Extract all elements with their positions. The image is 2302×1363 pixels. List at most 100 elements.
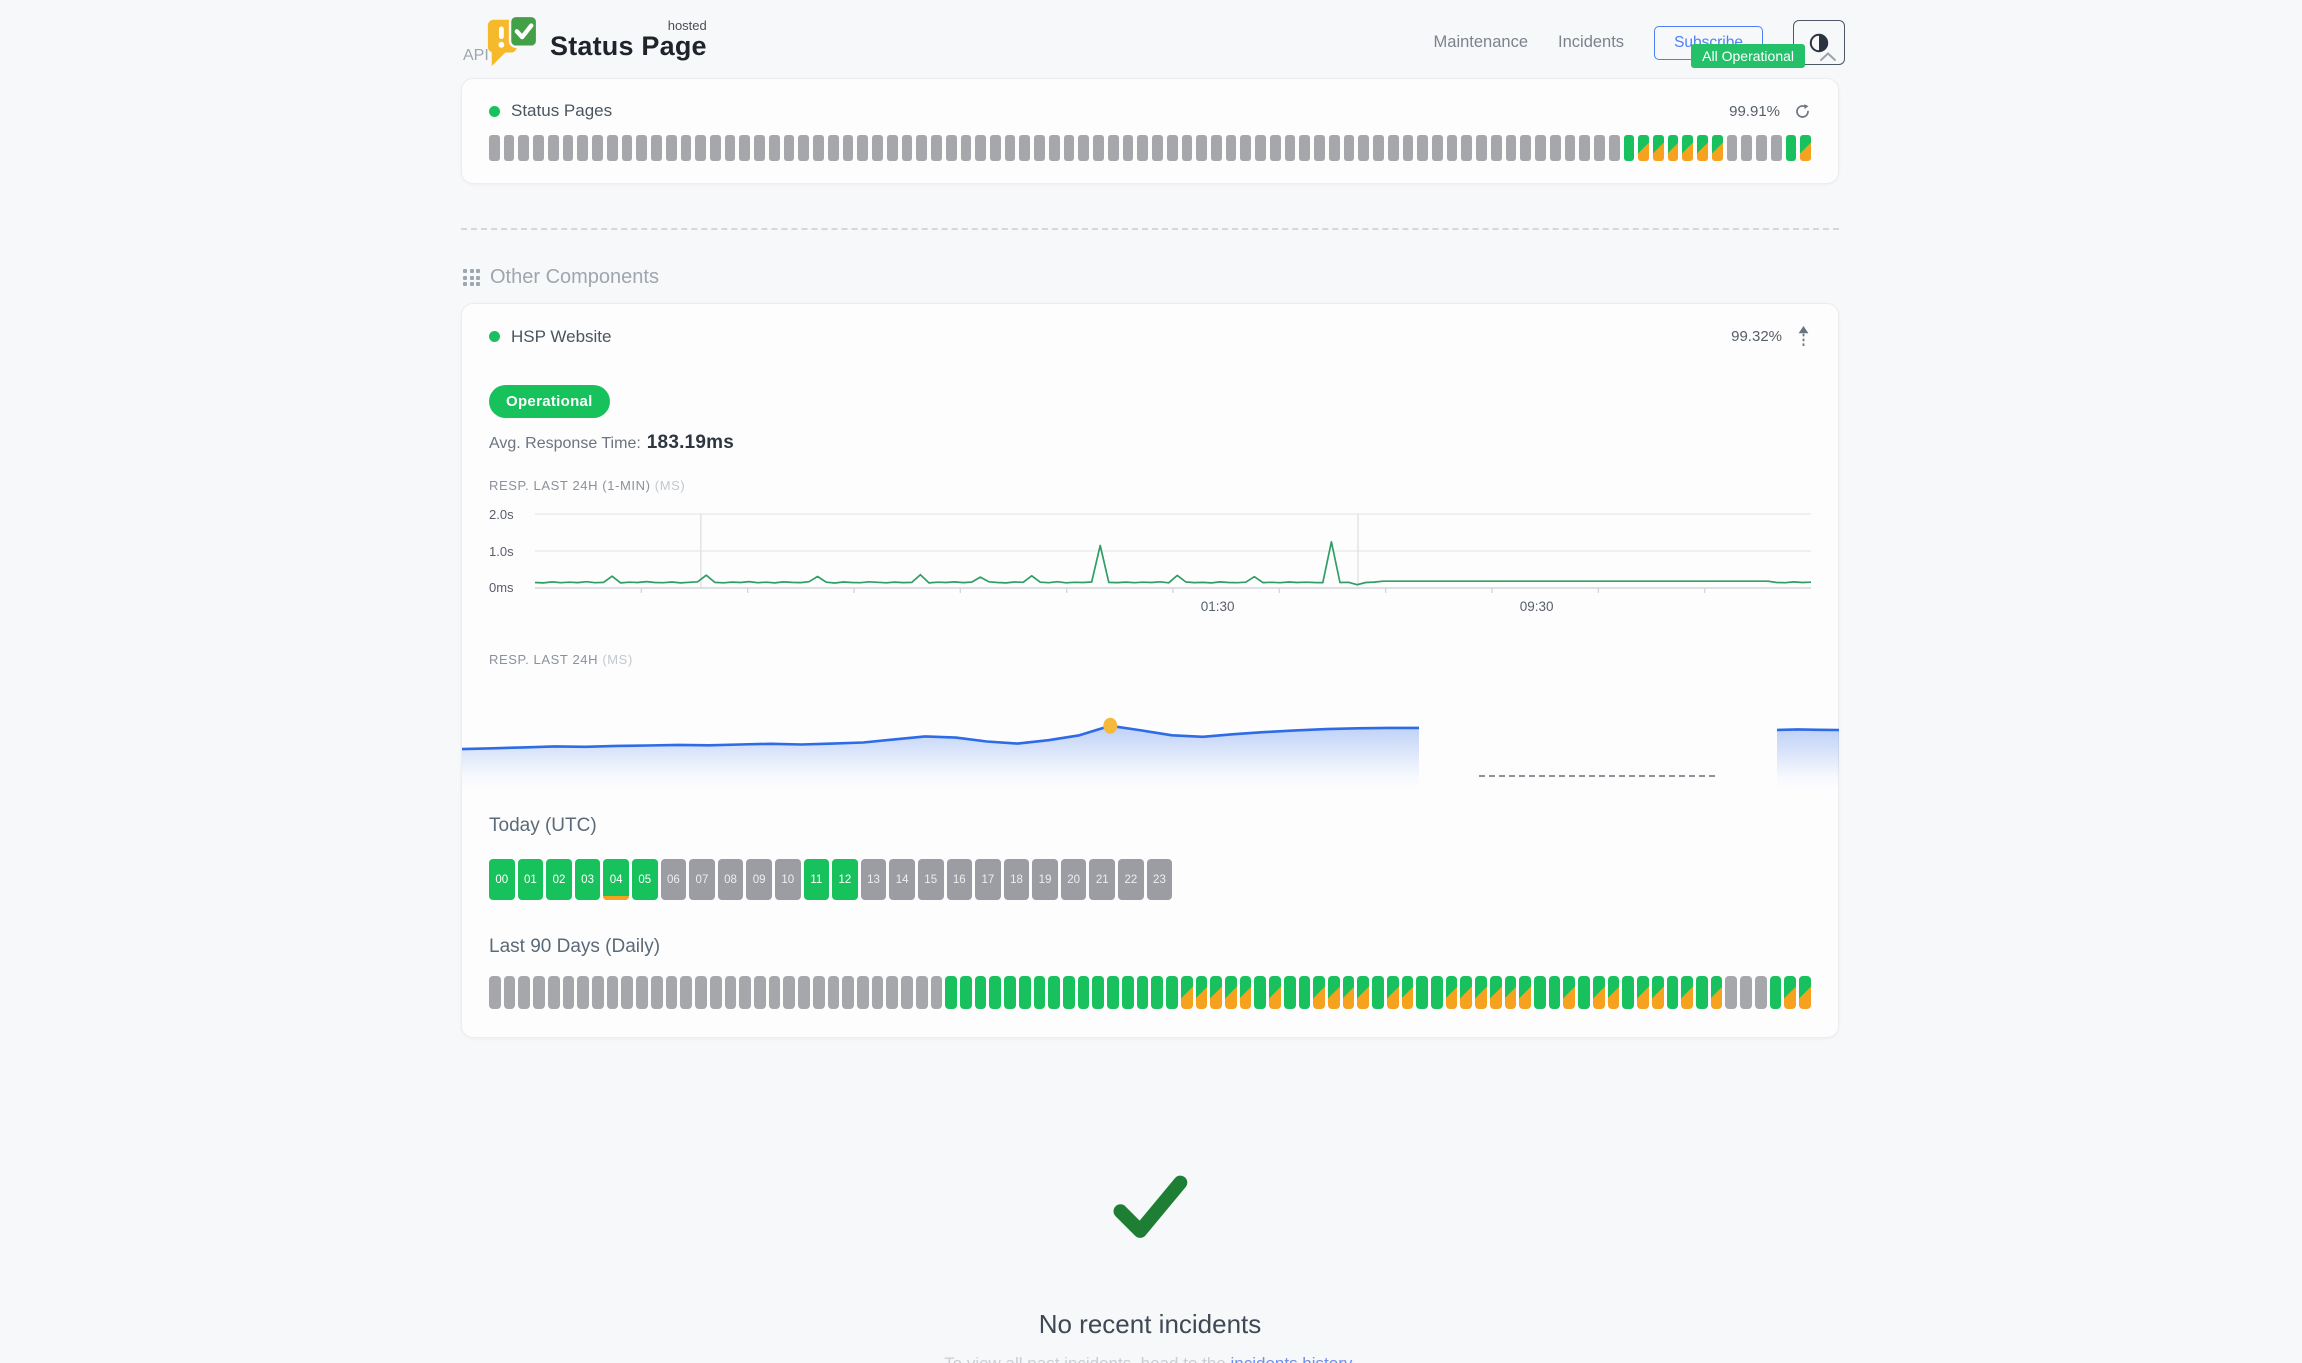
uptime-bar[interactable] — [1239, 976, 1252, 1009]
uptime-bar[interactable] — [1386, 976, 1399, 1009]
uptime-bar[interactable] — [1254, 976, 1267, 1009]
brand-logo[interactable]: hosted Status Page — [484, 12, 707, 68]
uptime-bar[interactable] — [1520, 135, 1532, 161]
uptime-bar[interactable] — [503, 976, 516, 1009]
uptime-bar[interactable] — [1210, 976, 1222, 1009]
uptime-bar[interactable] — [562, 135, 574, 161]
uptime-bar[interactable] — [1063, 976, 1075, 1009]
hour-block[interactable]: 23 — [1146, 859, 1173, 900]
uptime-bar[interactable] — [1741, 135, 1753, 161]
uptime-bar[interactable] — [872, 135, 883, 161]
uptime-bar[interactable] — [975, 135, 986, 161]
uptime-bar[interactable] — [1107, 135, 1119, 161]
uptime-bar[interactable] — [960, 135, 972, 161]
nav-incidents[interactable]: Incidents — [1558, 33, 1625, 51]
uptime-bar[interactable] — [1034, 135, 1045, 161]
hour-block[interactable]: 03 — [574, 859, 601, 900]
uptime-bar[interactable] — [1769, 976, 1782, 1009]
hour-block[interactable]: 08 — [717, 859, 744, 900]
uptime-bar[interactable] — [636, 135, 648, 161]
uptime-bar[interactable] — [901, 135, 913, 161]
uptime-bar[interactable] — [827, 135, 839, 161]
uptime-bar[interactable] — [1019, 135, 1031, 161]
uptime-bar[interactable] — [1063, 135, 1075, 161]
uptime-bar[interactable] — [1284, 135, 1296, 161]
uptime-bar[interactable] — [1107, 976, 1119, 1009]
uptime-bar[interactable] — [710, 135, 721, 161]
uptime-bar[interactable] — [1445, 976, 1458, 1009]
uptime-bar[interactable] — [650, 976, 663, 1009]
uptime-bar[interactable] — [827, 976, 840, 1009]
hour-block[interactable]: 09 — [746, 859, 772, 900]
hour-block[interactable]: 10 — [774, 859, 801, 900]
uptime-bar[interactable] — [1594, 135, 1605, 161]
uptime-bar[interactable] — [665, 976, 678, 1009]
incidents-history-link[interactable]: incidents history — [1230, 1354, 1351, 1363]
uptime-bar[interactable] — [768, 135, 780, 161]
uptime-bar[interactable] — [665, 135, 677, 161]
uptime-bar[interactable] — [533, 976, 545, 1009]
uptime-bar[interactable] — [533, 135, 544, 161]
uptime-bar[interactable] — [1195, 976, 1208, 1009]
hour-block[interactable]: 22 — [1118, 859, 1144, 900]
uptime-bar[interactable] — [1740, 976, 1752, 1009]
uptime-bar[interactable] — [739, 976, 751, 1009]
uptime-bar[interactable] — [489, 135, 500, 161]
uptime-bar[interactable] — [1563, 976, 1576, 1009]
uptime-bar[interactable] — [1269, 135, 1281, 161]
uptime-bar[interactable] — [1018, 976, 1031, 1009]
uptime-bar[interactable] — [1166, 976, 1178, 1009]
uptime-bar[interactable] — [1240, 135, 1252, 161]
uptime-bar[interactable] — [1416, 976, 1428, 1009]
uptime-bar[interactable] — [1695, 976, 1708, 1009]
hour-block[interactable]: 02 — [546, 859, 572, 900]
uptime-bar[interactable] — [1460, 976, 1473, 1009]
uptime-bar[interactable] — [857, 135, 869, 161]
uptime-bar[interactable] — [1651, 976, 1664, 1009]
hour-block[interactable]: 14 — [889, 859, 915, 900]
uptime-bar[interactable] — [1623, 135, 1635, 161]
uptime-bar[interactable] — [813, 135, 824, 161]
uptime-bar[interactable] — [1196, 135, 1207, 161]
hour-block[interactable]: 20 — [1060, 859, 1087, 900]
uptime-bar[interactable] — [1461, 135, 1473, 161]
uptime-bar[interactable] — [547, 976, 560, 1009]
uptime-bar[interactable] — [1137, 135, 1149, 161]
uptime-bar[interactable] — [1033, 976, 1046, 1009]
hour-block[interactable]: 13 — [860, 859, 887, 900]
uptime-bar[interactable] — [1622, 976, 1635, 1009]
uptime-bar[interactable] — [1328, 135, 1340, 161]
uptime-bar[interactable] — [1431, 976, 1443, 1009]
uptime-bar[interactable] — [1224, 976, 1237, 1009]
uptime-bar[interactable] — [1181, 135, 1193, 161]
uptime-bar[interactable] — [783, 976, 796, 1009]
uptime-bar[interactable] — [1151, 976, 1164, 1009]
uptime-bar[interactable] — [709, 976, 722, 1009]
uptime-bar[interactable] — [989, 135, 1001, 161]
uptime-bar[interactable] — [562, 976, 575, 1009]
uptime-bar[interactable] — [1210, 135, 1222, 161]
uptime-bar[interactable] — [945, 976, 957, 1009]
uptime-bar[interactable] — [915, 976, 928, 1009]
uptime-bar[interactable] — [798, 976, 810, 1009]
nav-maintenance[interactable]: Maintenance — [1433, 33, 1529, 51]
hour-block[interactable]: 19 — [1032, 859, 1058, 900]
uptime-bar[interactable] — [1770, 135, 1782, 161]
uptime-bar[interactable] — [1180, 976, 1193, 1009]
hour-block[interactable]: 07 — [689, 859, 715, 900]
uptime-bar[interactable] — [1638, 135, 1650, 161]
uptime-bar[interactable] — [547, 135, 559, 161]
uptime-bar[interactable] — [1402, 135, 1414, 161]
uptime-bar[interactable] — [518, 976, 531, 1009]
uptime-bar[interactable] — [606, 135, 618, 161]
uptime-bar[interactable] — [1798, 976, 1811, 1009]
uptime-bar[interactable] — [724, 135, 736, 161]
response-time-area-chart[interactable] — [462, 689, 1839, 789]
uptime-bar[interactable] — [1666, 976, 1679, 1009]
uptime-bar[interactable] — [1519, 976, 1532, 1009]
uptime-bar[interactable] — [1327, 976, 1340, 1009]
uptime-bar[interactable] — [1756, 135, 1767, 161]
uptime-bar[interactable] — [1637, 976, 1649, 1009]
uptime-bar[interactable] — [1432, 135, 1443, 161]
uptime-bar[interactable] — [1607, 976, 1620, 1009]
